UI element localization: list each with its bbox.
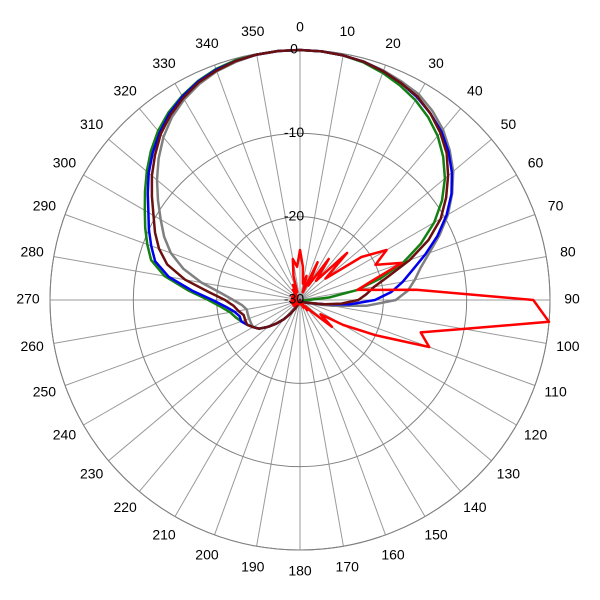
angle-label: 70 — [548, 198, 564, 214]
labels: 0 10 20 30 40 50 60 70 80 90 100 110 120 130 140 150 160… — [16, 19, 580, 579]
angle-label: 100 — [556, 338, 580, 354]
pattern-line — [150, 48, 450, 330]
angle-label: 160 — [381, 546, 405, 562]
spoke — [299, 138, 492, 301]
spoke — [299, 174, 517, 301]
radial-label: -10 — [284, 124, 304, 140]
angle-label: 210 — [152, 526, 176, 542]
angle-label: 340 — [195, 35, 219, 51]
spoke — [174, 299, 301, 517]
spoke — [299, 299, 547, 344]
angle-label: 20 — [385, 35, 401, 51]
angle-label: 0 — [296, 19, 304, 35]
angle-label: 260 — [20, 338, 44, 354]
spoke — [83, 299, 301, 426]
angle-label: 60 — [528, 155, 544, 171]
spoke — [299, 53, 344, 301]
spoke — [64, 214, 301, 301]
pattern-line — [290, 248, 551, 349]
spoke — [299, 256, 547, 301]
plot-area — [143, 48, 551, 349]
angle-label: 330 — [152, 55, 176, 71]
angle-label: 320 — [113, 82, 137, 98]
spoke — [299, 299, 344, 547]
angle-label: 170 — [336, 559, 360, 575]
angle-label: 280 — [20, 243, 44, 259]
spoke — [214, 299, 301, 536]
spoke — [53, 256, 301, 301]
spoke — [108, 138, 301, 301]
angle-label: 80 — [560, 243, 576, 259]
angle-label: 90 — [564, 291, 580, 307]
angle-label: 150 — [424, 526, 448, 542]
angle-label: 220 — [113, 499, 137, 515]
angle-label: 110 — [544, 384, 567, 400]
radial-label: -30 — [284, 291, 304, 307]
angle-label: 10 — [339, 23, 355, 39]
angle-label: 190 — [241, 559, 265, 575]
spoke — [64, 299, 301, 386]
ring — [132, 132, 468, 468]
angle-label: 200 — [195, 546, 219, 562]
ring — [216, 216, 384, 384]
angle-label: 130 — [497, 466, 521, 482]
spoke — [299, 299, 536, 386]
spoke — [299, 299, 426, 517]
spoke — [53, 299, 301, 344]
spoke — [299, 214, 536, 301]
spoke — [214, 64, 301, 301]
angle-label: 310 — [80, 116, 104, 132]
angle-label: 120 — [524, 427, 548, 443]
spoke — [299, 108, 462, 301]
angle-label: 300 — [53, 155, 77, 171]
angle-label: 240 — [53, 427, 77, 443]
spoke — [138, 299, 301, 492]
angle-label: 50 — [501, 116, 517, 132]
spoke — [299, 83, 426, 301]
spoke — [299, 64, 386, 301]
spoke — [299, 299, 386, 536]
spoke — [138, 108, 301, 301]
radial-label: 0 — [290, 41, 298, 57]
angle-label: 250 — [33, 384, 57, 400]
angle-label: 140 — [463, 499, 487, 515]
angle-label: 180 — [288, 563, 312, 579]
radial-label: -20 — [284, 207, 304, 223]
spoke — [299, 299, 462, 492]
angle-label: 270 — [16, 291, 40, 307]
angle-label: 30 — [428, 55, 444, 71]
angle-label: 230 — [80, 466, 104, 482]
angle-label: 350 — [241, 23, 265, 39]
spoke — [256, 299, 301, 547]
spoke — [83, 174, 301, 301]
spoke — [174, 83, 301, 301]
angle-label: 290 — [33, 198, 57, 214]
angle-label: 40 — [467, 82, 483, 98]
